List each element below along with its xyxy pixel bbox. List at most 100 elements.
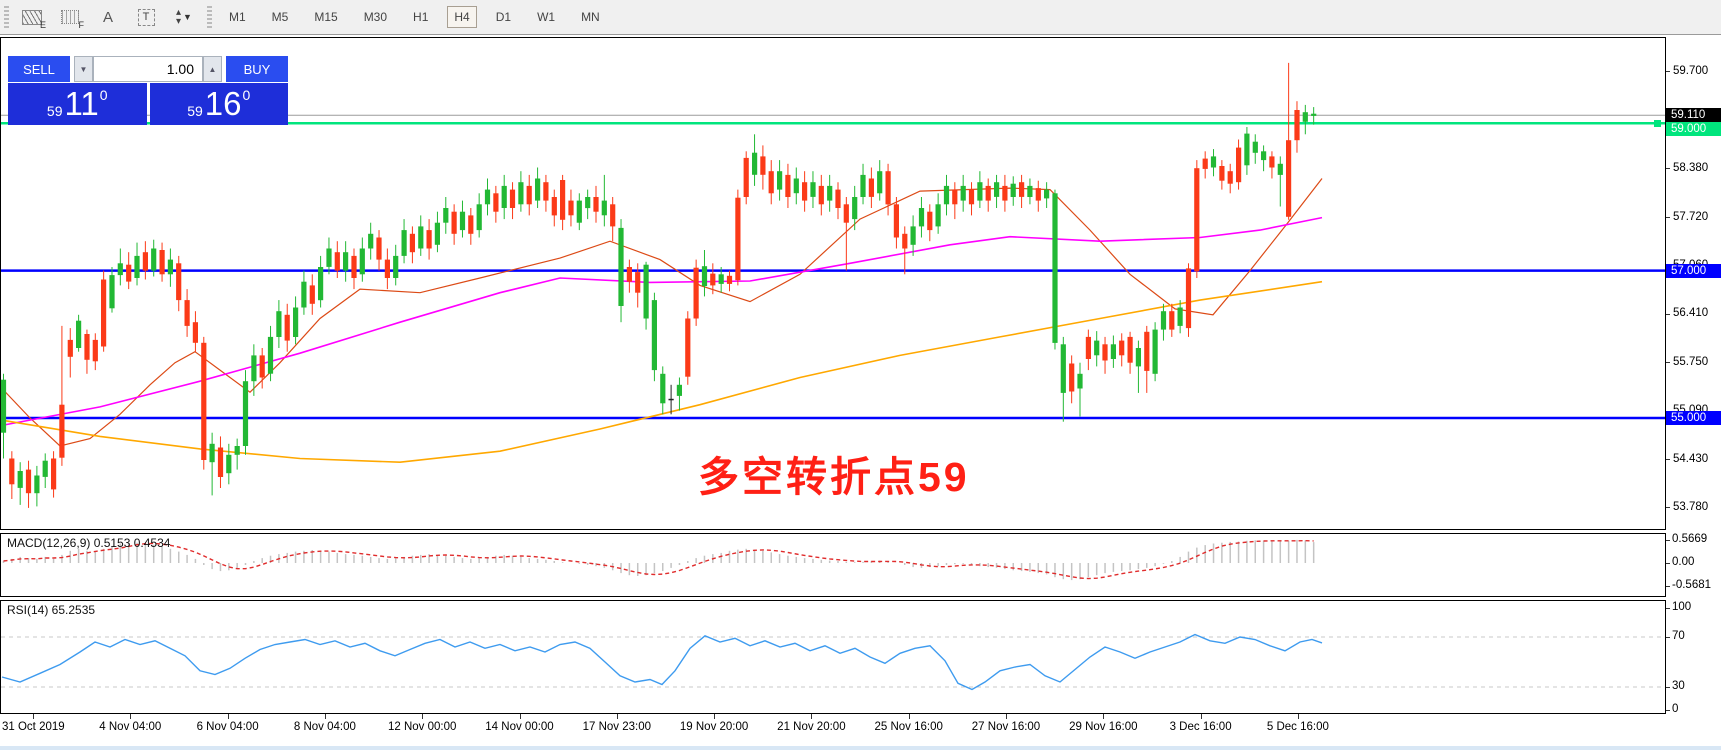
price-badge-55.000: 55.000 [1666,410,1721,425]
rsi-tick [1666,686,1670,688]
price-badge-57.000: 57.000 [1666,263,1721,278]
rsi-label: RSI(14) 65.2535 [7,603,96,617]
price-tick [1666,362,1670,364]
timeframe-button-m30[interactable]: M30 [363,10,388,24]
buy-price-big: 16 [204,85,242,122]
time-tick-label: 17 Nov 23:00 [582,721,652,733]
price-tick-label: 57.720 [1673,210,1709,223]
price-tick [1666,313,1670,315]
timeframe-toolbar: M1 M5 M15 M30 H1 H4 D1 W1 MN [216,6,613,28]
price-tick [1666,507,1670,509]
updown-glyph: ▴ ▾ [176,7,181,27]
volume-input[interactable]: 1.00 [93,56,203,82]
price-tick-label: 54.430 [1673,452,1709,465]
sell-price-tile[interactable]: 59 11 0 [8,83,147,125]
rsi-tick [1666,636,1670,638]
toolbar-grip[interactable] [207,6,212,28]
indicators-icon[interactable]: E [22,6,46,30]
time-tick [908,714,910,719]
sell-button[interactable]: SELL [8,56,70,82]
green-line-anchor-icon[interactable] [1654,120,1661,127]
timeframe-button-d1[interactable]: D1 [495,10,512,24]
rsi-tick [1666,607,1670,609]
timeframe-button-h1[interactable]: H1 [413,10,429,24]
time-tick [324,714,326,719]
price-tick-label: 59.700 [1673,64,1709,77]
rsi-panel-canvas[interactable] [0,600,1666,714]
rsi-tick-label: 70 [1672,630,1685,642]
time-tick [1200,714,1202,719]
macd-tick [1666,585,1670,587]
timeframe-button-w1[interactable]: W1 [537,10,556,24]
toolbar: E F A T ▴ ▾ ▼ M1 M5 M15 M30 H1 H4 D1 W1 MN [0,0,1721,35]
one-click-trade-panel: SELL ▼ 1.00 ▲ BUY 59 11 0 59 16 0 [8,56,288,125]
time-tick-label: 29 Nov 16:00 [1069,721,1138,733]
expert-grid-icon[interactable]: F [60,6,84,30]
sell-price-big: 11 [64,85,99,122]
chevron-down-icon: ▼ [183,12,192,22]
time-tick [519,714,521,719]
time-tick-label: 27 Nov 16:00 [971,721,1041,733]
timeframe-button-mn[interactable]: MN [581,10,600,24]
time-tick [1103,714,1105,719]
price-badge-59.110: 59.110 [1666,108,1721,123]
macd-tick-label: -0.5681 [1672,579,1712,591]
time-tick-label: 21 Nov 20:00 [777,721,846,733]
macd-tick [1666,539,1670,541]
time-tick [227,714,229,719]
price-tick-label: 53.780 [1673,500,1709,513]
timeframe-button-m5[interactable]: M5 [271,10,289,24]
chart-annotation-text[interactable]: 多空转折点59 [698,454,970,500]
status-bar-edge [0,746,1721,750]
timeframe-button-m15[interactable]: M15 [314,10,338,24]
price-tick [1666,217,1670,219]
time-tick [33,714,34,719]
time-tick [130,714,132,719]
price-tick-label: 56.410 [1673,307,1709,320]
macd-tick-label: 0.00 [1672,556,1695,568]
toolbar-grip[interactable] [4,6,9,28]
time-tick-label: 31 Oct 2019 [2,721,65,733]
t-glyph: T [137,8,155,26]
time-tick-label: 25 Nov 16:00 [874,721,943,733]
dot-glyph [61,10,79,24]
buy-price-tile[interactable]: 59 16 0 [149,83,288,125]
arrange-arrows-icon[interactable]: ▴ ▾ ▼ [174,6,194,28]
price-badge-59.000: 59.000 [1666,122,1721,137]
macd-tick-label: 0.5669 [1672,533,1708,545]
time-tick-label: 6 Nov 04:00 [196,721,259,733]
sell-price-small: 59 [46,103,63,119]
price-tick-label: 55.750 [1673,355,1709,368]
buy-price-small: 59 [187,103,203,119]
macd-label: MACD(12,26,9) 0.5153 0.4534 [7,536,171,550]
time-tick-label: 5 Dec 16:00 [1266,721,1329,733]
sub-label: E [39,20,46,30]
hatch-glyph [22,9,42,25]
timeframe-button-m1[interactable]: M1 [229,10,246,24]
text-label-icon[interactable]: A [102,8,113,26]
volume-increase-button[interactable]: ▲ [203,56,222,82]
text-box-icon[interactable]: T [136,6,156,28]
time-tick [811,714,813,719]
time-tick-label: 3 Dec 16:00 [1169,721,1232,733]
time-tick-label: 19 Nov 20:00 [679,721,749,733]
buy-price-sup: 0 [242,87,251,103]
rsi-tick-label: 30 [1672,680,1685,692]
rsi-tick-label: 0 [1672,703,1679,715]
price-tick-label: 58.380 [1673,161,1709,174]
price-tick [1666,71,1670,73]
time-tick [422,714,424,719]
time-tick-label: 8 Nov 04:00 [293,721,356,733]
sell-price-sup: 0 [99,87,108,103]
time-tick [1297,714,1299,719]
buy-button[interactable]: BUY [226,56,288,82]
time-tick [1006,714,1007,719]
time-tick [714,714,716,719]
timeframe-button-h4[interactable]: H4 [447,6,477,28]
volume-decrease-button[interactable]: ▼ [74,56,93,82]
price-tick [1666,459,1670,461]
macd-panel-canvas[interactable] [0,533,1666,597]
price-tick [1666,168,1670,170]
rsi-tick [1666,709,1670,711]
